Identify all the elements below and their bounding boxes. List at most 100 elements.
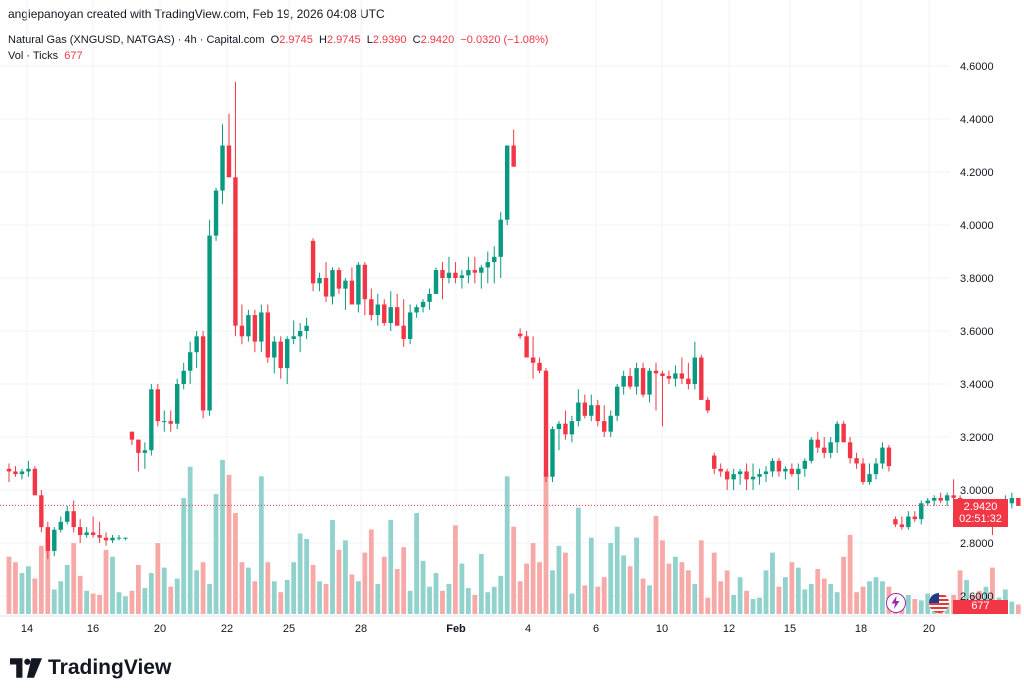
close-label: C	[412, 34, 421, 46]
candle-body	[65, 511, 70, 522]
symbol-name[interactable]: Natural Gas (XNGUSD, NATGAS) · 4h · Capi…	[8, 34, 265, 46]
volume-bar	[627, 566, 633, 614]
volume-bar	[1015, 604, 1021, 614]
candle-body	[45, 527, 51, 551]
candle-body	[19, 471, 25, 475]
price-axis-label: 3.8000	[960, 273, 994, 285]
candle-body	[336, 270, 342, 289]
volume-bar	[181, 498, 187, 614]
volume-bar	[750, 599, 756, 614]
volume-bar	[640, 578, 646, 614]
volume-bar	[847, 534, 853, 614]
price-chart[interactable]: 2.60002.80003.00003.20003.40003.60003.80…	[0, 0, 1024, 640]
volume-bar	[323, 584, 329, 614]
volume-label[interactable]: Vol · Ticks	[8, 50, 59, 62]
candle-body	[576, 402, 581, 422]
price-axis-label: 4.4000	[960, 114, 994, 126]
volume-bar	[498, 575, 504, 614]
candle-body	[828, 442, 833, 453]
candles[interactable]	[6, 81, 1021, 559]
close-value: 2.9420	[420, 34, 455, 46]
volume-bar	[284, 579, 290, 614]
candle-body	[614, 386, 620, 416]
tradingview-logo[interactable]: TradingView	[10, 656, 171, 680]
volume-bar	[368, 529, 374, 614]
time-axis-label: 20	[154, 623, 166, 635]
volume-bar	[912, 599, 918, 614]
candle-body	[116, 537, 122, 539]
volume-bar	[97, 594, 102, 614]
candle-body	[602, 421, 607, 432]
volume-bar	[478, 554, 484, 614]
volume-bar	[530, 543, 536, 614]
low-label: L	[366, 34, 373, 46]
volume-bar	[355, 581, 361, 614]
candle-body	[369, 299, 374, 316]
candle-body	[524, 336, 529, 358]
volume-bar	[666, 563, 672, 614]
lightning-glyph	[891, 596, 900, 609]
volume-bar	[569, 593, 575, 614]
candle-body	[440, 270, 445, 278]
volume-bar	[77, 575, 83, 614]
volume-bar	[51, 589, 57, 614]
volume-bar	[724, 570, 730, 614]
volume-bar	[634, 537, 639, 614]
volume-bar	[26, 566, 31, 614]
candle-body	[252, 315, 258, 342]
volume-bar	[698, 540, 704, 614]
lightning-icon[interactable]	[886, 593, 906, 613]
candle-body	[699, 357, 704, 400]
time-axis-label: 12	[723, 623, 735, 635]
volume-bar	[873, 577, 879, 614]
volume-bar	[601, 577, 607, 614]
candle-body	[951, 495, 956, 498]
candle-body	[847, 442, 853, 459]
volume-bar	[401, 547, 407, 614]
candle-body	[472, 270, 478, 273]
candle-body	[873, 463, 879, 475]
candle-body	[407, 312, 413, 339]
volume-bar	[38, 545, 44, 614]
time-axis-label: 25	[283, 623, 295, 635]
candle-body	[679, 373, 685, 379]
volume-bar	[485, 592, 491, 614]
candle-body	[550, 429, 555, 477]
volume-bar	[737, 577, 743, 614]
price-axis-label: 3.4000	[960, 379, 994, 391]
volume-bar	[504, 476, 510, 614]
candle-body	[71, 511, 76, 528]
candle-body	[136, 439, 141, 453]
volume-bar	[123, 596, 128, 614]
volume-bar	[304, 539, 310, 614]
candle-body	[556, 423, 562, 430]
candle-body	[860, 463, 866, 483]
volume-tag-value: 677	[971, 600, 990, 612]
open-label: O	[270, 34, 280, 46]
us-flag-icon[interactable]	[929, 593, 949, 613]
volume-bar	[834, 592, 840, 614]
volume-bar	[517, 581, 523, 614]
candle-body	[207, 235, 212, 411]
candle-body	[834, 423, 840, 443]
volume-bar	[608, 543, 614, 614]
price-axis-label: 4.2000	[960, 167, 994, 179]
time-axis-label: 15	[784, 623, 796, 635]
price-axis-label: 4.0000	[960, 220, 994, 232]
volume-bar	[440, 590, 445, 614]
volume-bar	[660, 540, 665, 614]
candle-body	[356, 264, 361, 305]
volume-bar	[213, 494, 219, 614]
candle-body	[660, 373, 665, 377]
time-axis-label: 10	[656, 623, 668, 635]
price-axis[interactable]: 2.60002.80003.00003.20003.40003.60003.80…	[960, 61, 994, 603]
volume-bar	[867, 581, 872, 614]
time-axis[interactable]: 14 16 20 22 25 28 Feb 4 6 10 12 15 18 20	[21, 623, 935, 635]
volume-bar	[375, 584, 381, 614]
symbol-legend: Natural Gas (XNGUSD, NATGAS) · 4h · Capi…	[8, 34, 548, 46]
candle-body	[912, 516, 917, 520]
candle-body	[822, 447, 827, 453]
time-axis-label: 22	[221, 623, 233, 635]
volume-bar	[692, 584, 698, 614]
candle-body	[595, 405, 600, 422]
